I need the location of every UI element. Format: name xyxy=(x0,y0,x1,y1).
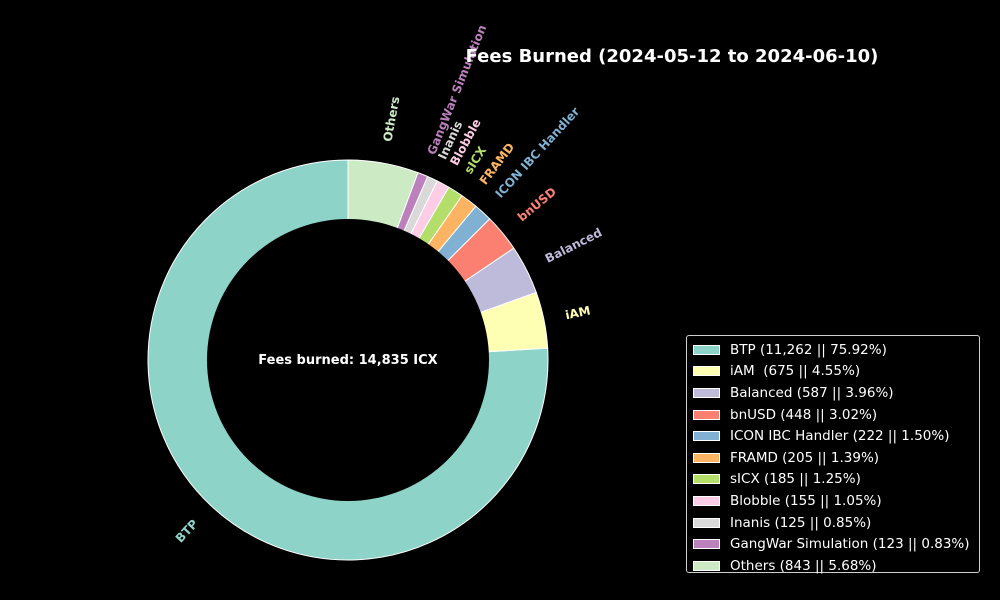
legend-label-blobble: Blobble (155 || 1.05%) xyxy=(730,492,882,509)
legend-item-sicx: sICX (185 || 1.25%) xyxy=(693,469,979,491)
legend-item-iam: iAM (675 || 4.55%) xyxy=(693,361,979,383)
center-label: Fees burned: 14,835 ICX xyxy=(258,353,437,368)
legend-swatch-gangwar-simulation xyxy=(693,539,720,550)
legend-item-gangwar-simulation: GangWar Simulation (123 || 0.83%) xyxy=(693,533,979,555)
legend-swatch-btp xyxy=(693,344,720,355)
legend-swatch-iam xyxy=(693,366,720,377)
legend-swatch-blobble xyxy=(693,495,720,506)
legend-swatch-bnusd xyxy=(693,409,720,420)
legend-label-icon-ibc-handler: ICON IBC Handler (222 || 1.50%) xyxy=(730,428,950,445)
slice-label-balanced: Balanced xyxy=(543,225,604,265)
legend-swatch-others xyxy=(693,560,720,571)
legend: BTP (11,262 || 75.92%) iAM (675 || 4.55%)… xyxy=(686,335,980,574)
legend-label-framd: FRAMD (205 || 1.39%) xyxy=(730,449,880,466)
legend-label-sicx: sICX (185 || 1.25%) xyxy=(730,471,861,488)
chart-title: Fees Burned (2024-05-12 to 2024-06-10) xyxy=(465,46,879,67)
legend-label-btp: BTP (11,262 || 75.92%) xyxy=(730,341,887,358)
legend-item-others: Others (843 || 5.68%) xyxy=(693,555,979,577)
legend-swatch-framd xyxy=(693,452,720,463)
slice-label-bnusd: bnUSD xyxy=(515,185,559,225)
legend-item-inanis: Inanis (125 || 0.85%) xyxy=(693,512,979,534)
legend-item-blobble: Blobble (155 || 1.05%) xyxy=(693,490,979,512)
legend-label-iam: iAM (675 || 4.55%) xyxy=(730,363,861,380)
slice-label-others: Others xyxy=(381,95,403,142)
legend-item-balanced: Balanced (587 || 3.96%) xyxy=(693,382,979,404)
legend-label-inanis: Inanis (125 || 0.85%) xyxy=(730,514,872,531)
legend-swatch-balanced xyxy=(693,387,720,398)
legend-item-bnusd: bnUSD (448 || 3.02%) xyxy=(693,404,979,426)
legend-label-others: Others (843 || 5.68%) xyxy=(730,557,877,574)
legend-item-framd: FRAMD (205 || 1.39%) xyxy=(693,447,979,469)
legend-swatch-sicx xyxy=(693,474,720,485)
legend-label-gangwar-simulation: GangWar Simulation (123 || 0.83%) xyxy=(730,536,970,553)
legend-item-btp: BTP (11,262 || 75.92%) xyxy=(693,339,979,361)
slice-label-iam: iAM xyxy=(564,303,592,322)
legend-swatch-inanis xyxy=(693,517,720,528)
legend-label-bnusd: bnUSD (448 || 3.02%) xyxy=(730,406,878,423)
legend-swatch-icon-ibc-handler xyxy=(693,431,720,442)
slice-label-btp: BTP xyxy=(173,517,201,546)
donut-hole xyxy=(207,219,489,501)
slice-btp xyxy=(147,159,549,561)
legend-label-balanced: Balanced (587 || 3.96%) xyxy=(730,384,894,401)
legend-item-icon-ibc-handler: ICON IBC Handler (222 || 1.50%) xyxy=(693,425,979,447)
